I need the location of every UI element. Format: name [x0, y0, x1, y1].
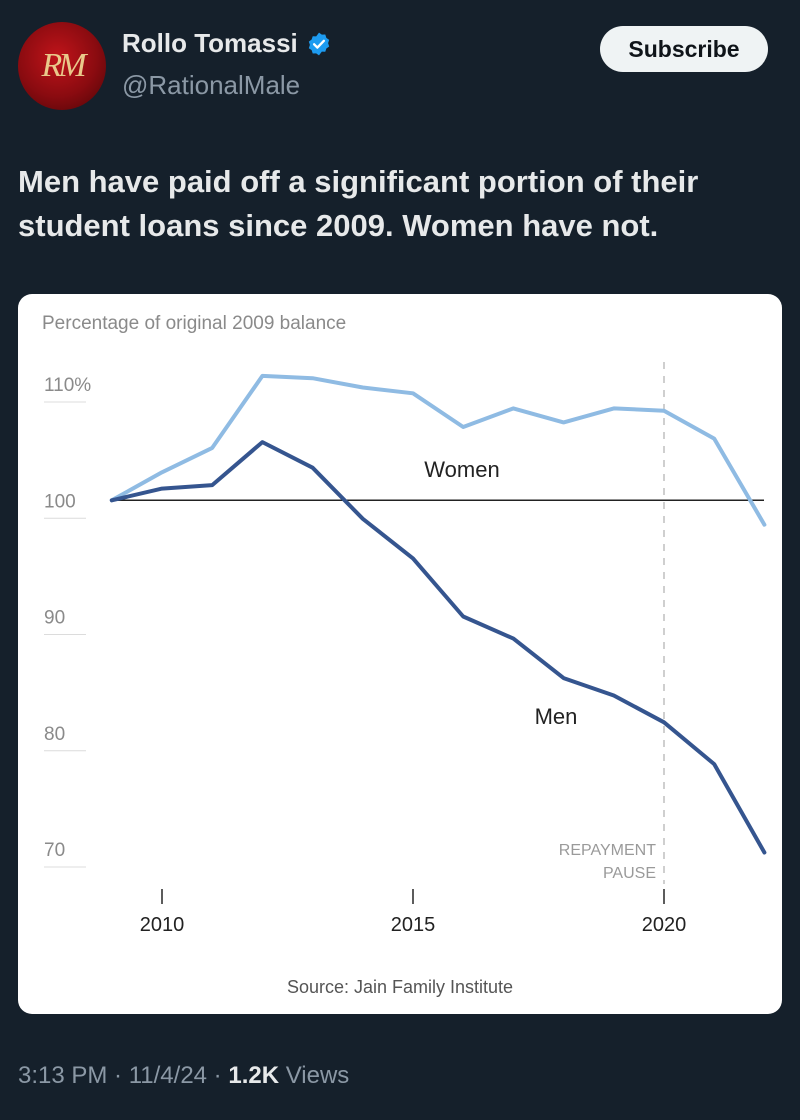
tweet-meta: 3:13 PM · 11/4/24 · 1.2K Views — [18, 1062, 349, 1090]
author-handle[interactable]: @RationalMale — [122, 70, 301, 100]
line-chart: Percentage of original 2009 balance 110% 1… — [42, 313, 767, 997]
avatar[interactable]: RM — [18, 22, 106, 110]
tweet-date[interactable]: 11/4/24 — [128, 1062, 208, 1089]
tweet-text: Men have paid off a significant portion … — [18, 164, 699, 243]
y-tick-label: 70 — [44, 840, 65, 861]
y-tick-label: 80 — [44, 724, 65, 745]
tweet-time[interactable]: 3:13 PM — [18, 1062, 108, 1089]
x-tick-label: 2015 — [391, 914, 436, 936]
x-tick-label: 2020 — [642, 914, 687, 936]
chart-source: Source: Jain Family Institute — [287, 977, 513, 997]
author-name-row[interactable]: Rollo Tomassi — [122, 28, 332, 59]
y-tick-label: 100 — [44, 491, 76, 512]
chart-card[interactable]: Percentage of original 2009 balance 110% 1… — [18, 294, 782, 1014]
meta-separator: · — [107, 1062, 129, 1089]
verified-badge-icon — [308, 32, 329, 55]
series-line-men — [109, 440, 767, 855]
y-tick-label: 110% — [44, 375, 91, 396]
series-label-women: Women — [424, 457, 499, 482]
meta-separator: · — [207, 1062, 229, 1089]
annotation-label: REPAYMENT — [559, 842, 656, 859]
y-tick-label: 90 — [44, 608, 65, 629]
views-count: 1.2K — [228, 1062, 280, 1089]
avatar-monogram: RM — [41, 47, 86, 84]
series-label-men: Men — [535, 704, 578, 729]
chart-title: Percentage of original 2009 balance — [42, 313, 346, 334]
views-label: Views — [279, 1062, 350, 1089]
annotation-label: PAUSE — [603, 865, 656, 882]
x-tick-label: 2010 — [140, 914, 185, 936]
author-name[interactable]: Rollo Tomassi — [122, 28, 298, 58]
series-line-women — [109, 373, 767, 527]
subscribe-button[interactable]: Subscribe — [600, 26, 768, 72]
